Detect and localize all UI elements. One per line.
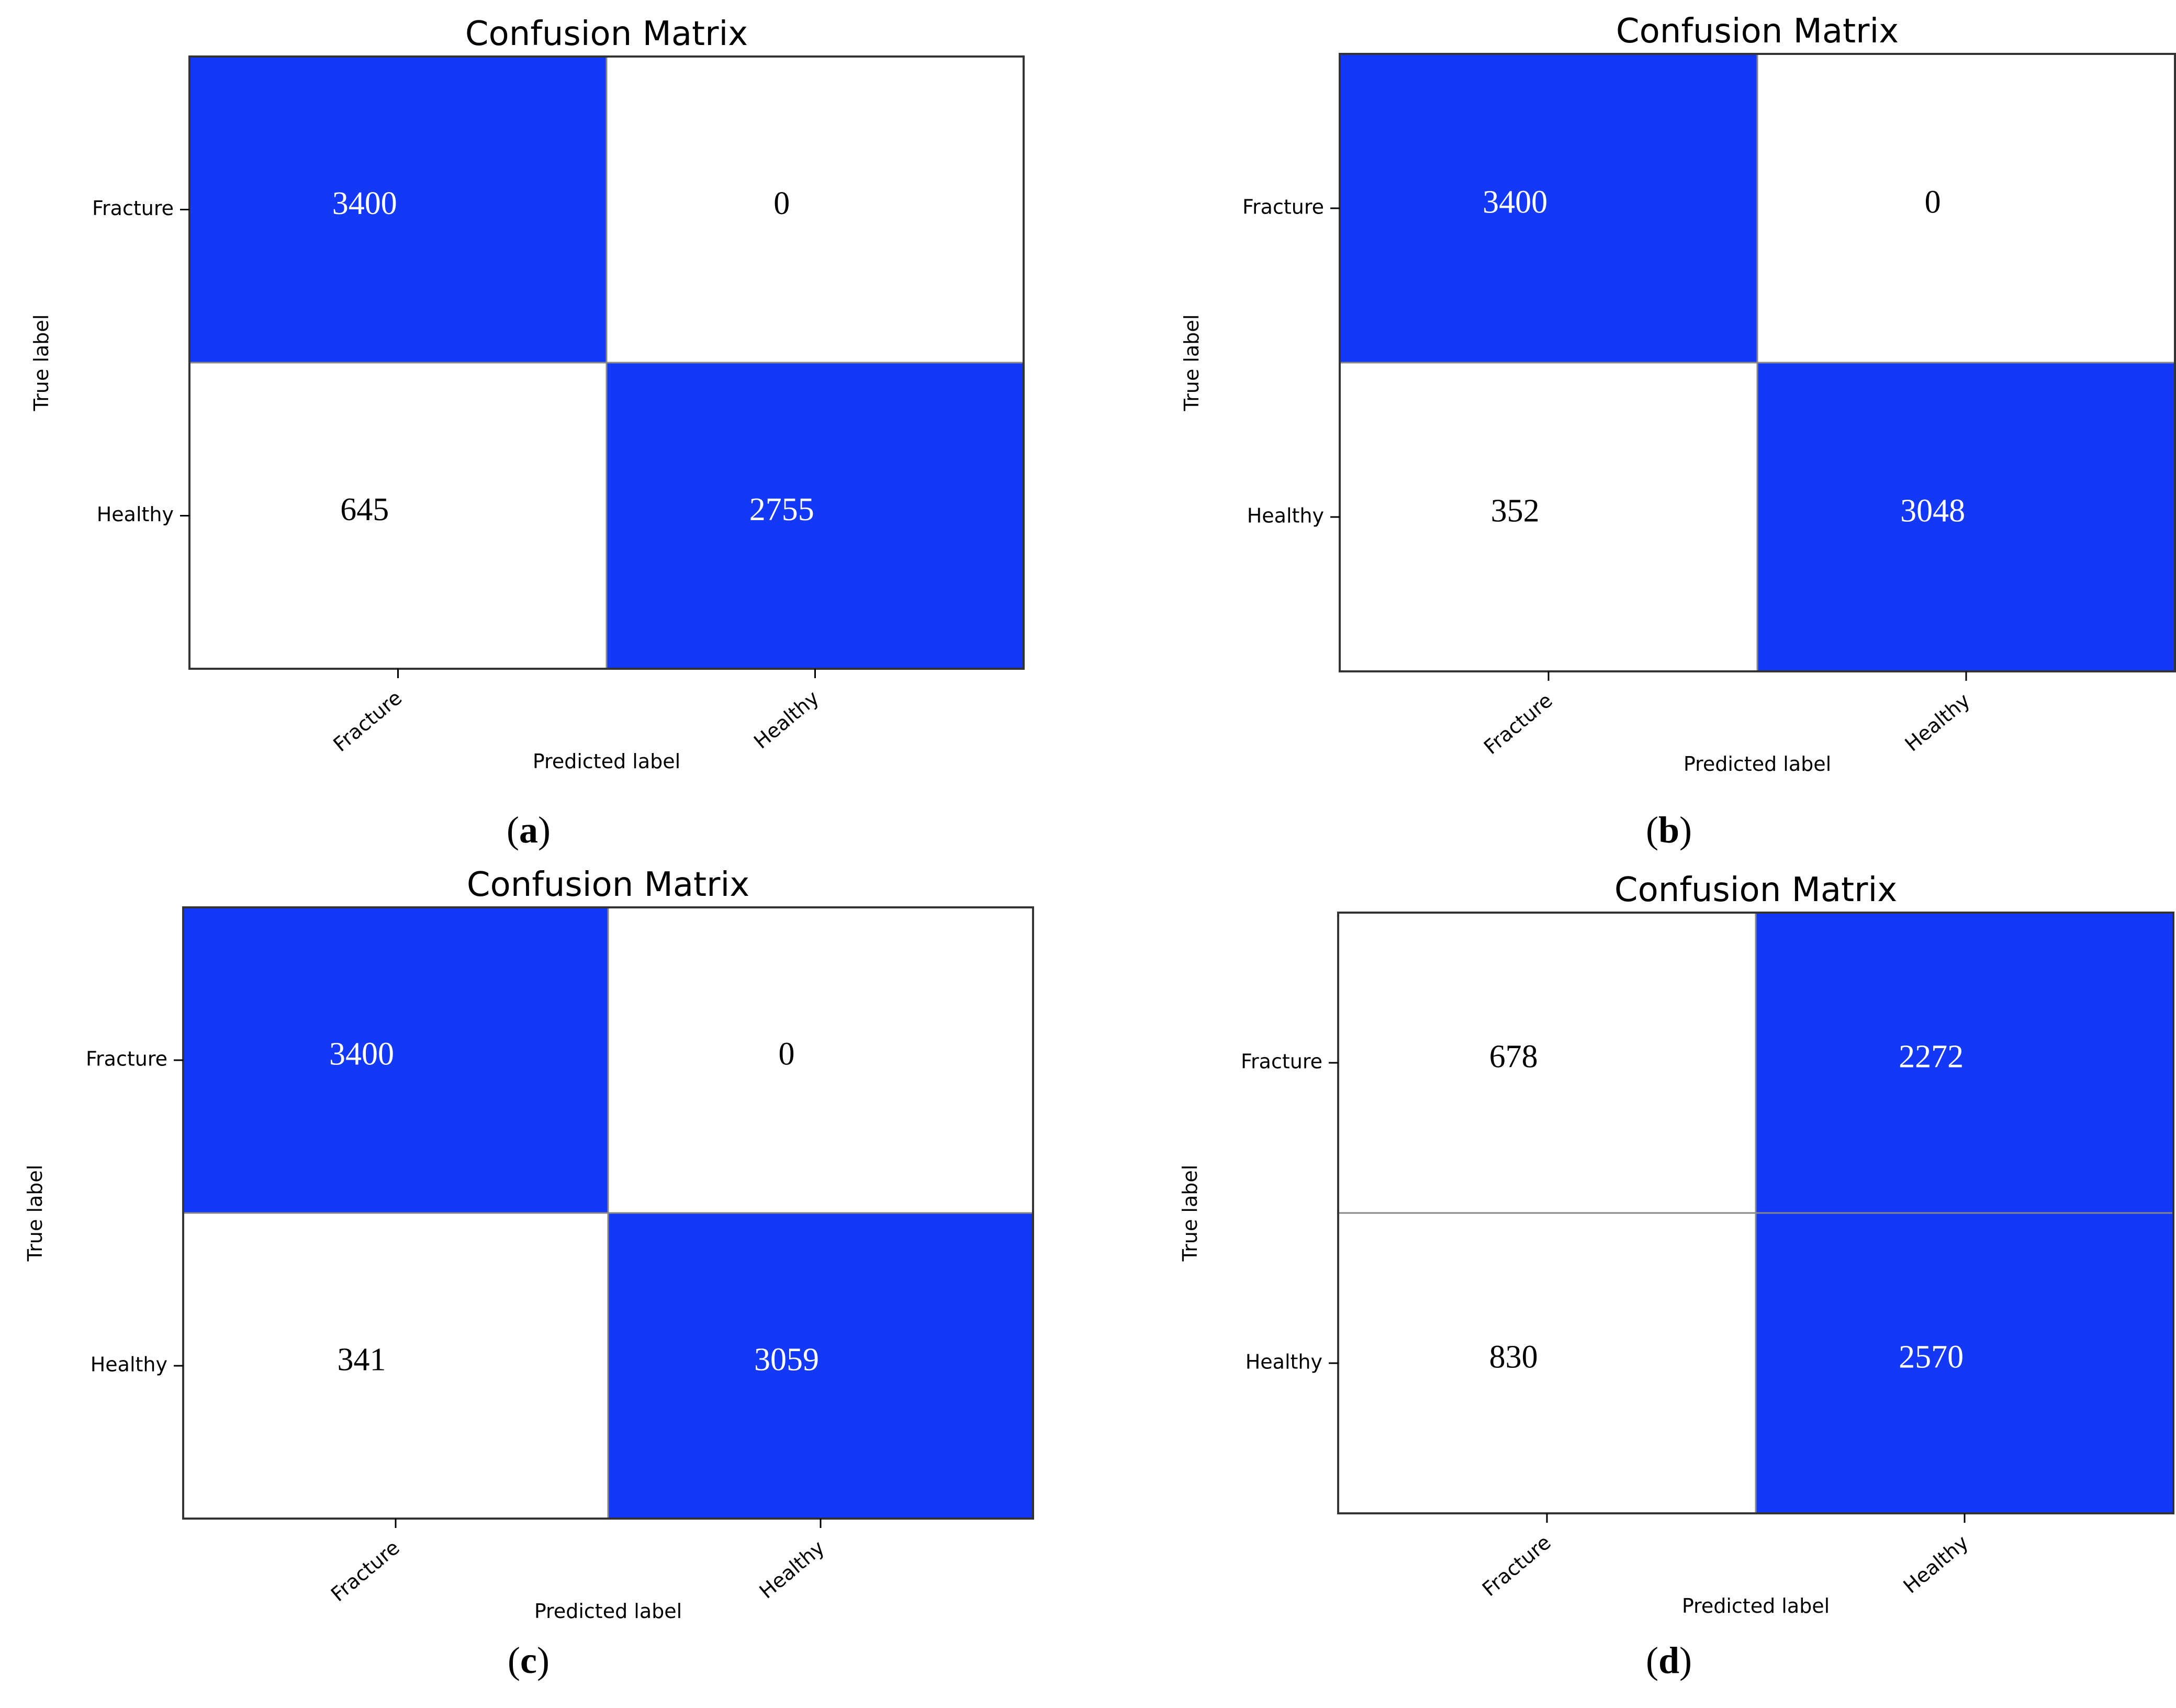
y-tick-label: Fracture [1241, 1050, 1322, 1073]
panel-b: Confusion Matrix 3400 0 352 3048 Fracture Heal… [1088, 0, 2176, 854]
x-tick-label: Healthy [1899, 1531, 1973, 1598]
confusion-matrix-chart-a: Confusion Matrix 3400 0 645 2755 Fracture Heal… [30, 15, 1025, 773]
cell-value-label: 678 [1489, 1039, 1538, 1074]
cell-value-label: 0 [779, 1036, 795, 1072]
matrix-cell [605, 55, 1025, 364]
matrix-cell [182, 906, 609, 1214]
plot-frame [1339, 53, 2176, 672]
cell-value-label: 645 [340, 492, 389, 527]
y-tick-label: Fracture [86, 1048, 167, 1071]
y-axis-label: True label [30, 314, 53, 412]
matrix-cell [188, 55, 608, 364]
x-axis-label: Predicted label [1682, 1594, 1830, 1617]
x-tick-label: Fracture [1478, 1531, 1555, 1601]
y-axis-label: True label [24, 1165, 47, 1262]
y-tick-label: Healthy [91, 1353, 167, 1376]
matrix-cell [1755, 912, 2174, 1214]
cell-value-label: 830 [1489, 1339, 1538, 1375]
cell-value-label: 352 [1491, 493, 1540, 529]
y-axis-label: True label [1180, 314, 1203, 412]
chart-title: Confusion Matrix [465, 15, 748, 53]
caption-a: (a) [507, 809, 551, 851]
caption-b: (b) [1645, 809, 1692, 851]
caption-label: c [520, 1639, 537, 1681]
plot-frame [1337, 912, 2174, 1514]
x-tick-label: Healthy [755, 1536, 829, 1603]
matrix-cell [1755, 1212, 2174, 1514]
matrix-cell [182, 1212, 609, 1520]
confusion-matrix-chart-c: Confusion Matrix 3400 0 341 3059 Fracture Heal… [24, 866, 1034, 1623]
chart-title: Confusion Matrix [1614, 871, 1897, 909]
plot-frame [182, 906, 1034, 1520]
x-tick-label: Fracture [327, 1536, 404, 1606]
y-axis-label: True label [1179, 1165, 1202, 1262]
cell-value-label: 0 [773, 186, 790, 221]
chart-title: Confusion Matrix [467, 866, 749, 904]
matrix-cell [605, 362, 1025, 670]
panel-a: Confusion Matrix 3400 0 645 2755 Fracture Heal… [0, 0, 1088, 854]
x-tick-label: Healthy [1901, 689, 1975, 756]
matrix-cell [188, 362, 608, 670]
caption-c: (c) [508, 1639, 549, 1681]
y-tick-label: Healthy [1247, 504, 1324, 527]
confusion-matrix-chart-b: Confusion Matrix 3400 0 352 3048 Fracture Heal… [1180, 12, 2176, 776]
cell-value-label: 3059 [754, 1342, 819, 1377]
y-tick-label: Healthy [1246, 1351, 1322, 1374]
cell-value-label: 3400 [1483, 184, 1547, 220]
matrix-cell [1756, 362, 2176, 672]
x-axis-label: Predicted label [1684, 752, 1831, 776]
cell-value-label: 2272 [1899, 1039, 1964, 1074]
y-tick-label: Fracture [1242, 196, 1324, 219]
matrix-cell [1337, 1212, 1757, 1514]
matrix-cell [1756, 53, 2176, 364]
cell-value-label: 3048 [1900, 493, 1965, 529]
panel-c: Confusion Matrix 3400 0 341 3059 Fracture Heal… [0, 854, 1088, 1708]
caption-label: d [1658, 1639, 1680, 1681]
x-tick-label: Fracture [1479, 689, 1557, 759]
x-tick-label: Healthy [749, 686, 823, 753]
matrix-cell [1339, 53, 1758, 364]
confusion-matrix-chart-d: Confusion Matrix 678 2272 830 2570 Fracture He… [1179, 871, 2174, 1617]
caption-d: (d) [1645, 1639, 1692, 1681]
y-tick-label: Healthy [97, 503, 174, 526]
cell-value-label: 3400 [329, 1036, 394, 1072]
panel-d: Confusion Matrix 678 2272 830 2570 Fracture He… [1088, 854, 2176, 1708]
x-tick-label: Fracture [329, 686, 406, 756]
matrix-cell [1339, 362, 1758, 672]
cell-value-label: 341 [338, 1342, 386, 1377]
x-axis-label: Predicted label [534, 1600, 682, 1623]
cell-value-label: 0 [1925, 184, 1941, 220]
matrix-cell [1337, 912, 1757, 1214]
cell-value-label: 2570 [1899, 1339, 1964, 1375]
chart-title: Confusion Matrix [1616, 12, 1899, 51]
caption-label: a [519, 809, 538, 851]
x-axis-label: Predicted label [533, 750, 680, 773]
y-tick-label: Fracture [92, 197, 174, 220]
caption-label: b [1658, 809, 1680, 851]
plot-frame [188, 55, 1025, 670]
cell-value-label: 3400 [332, 186, 397, 221]
matrix-cell [607, 1212, 1034, 1520]
cell-value-label: 2755 [749, 492, 814, 527]
matrix-cell [607, 906, 1034, 1214]
